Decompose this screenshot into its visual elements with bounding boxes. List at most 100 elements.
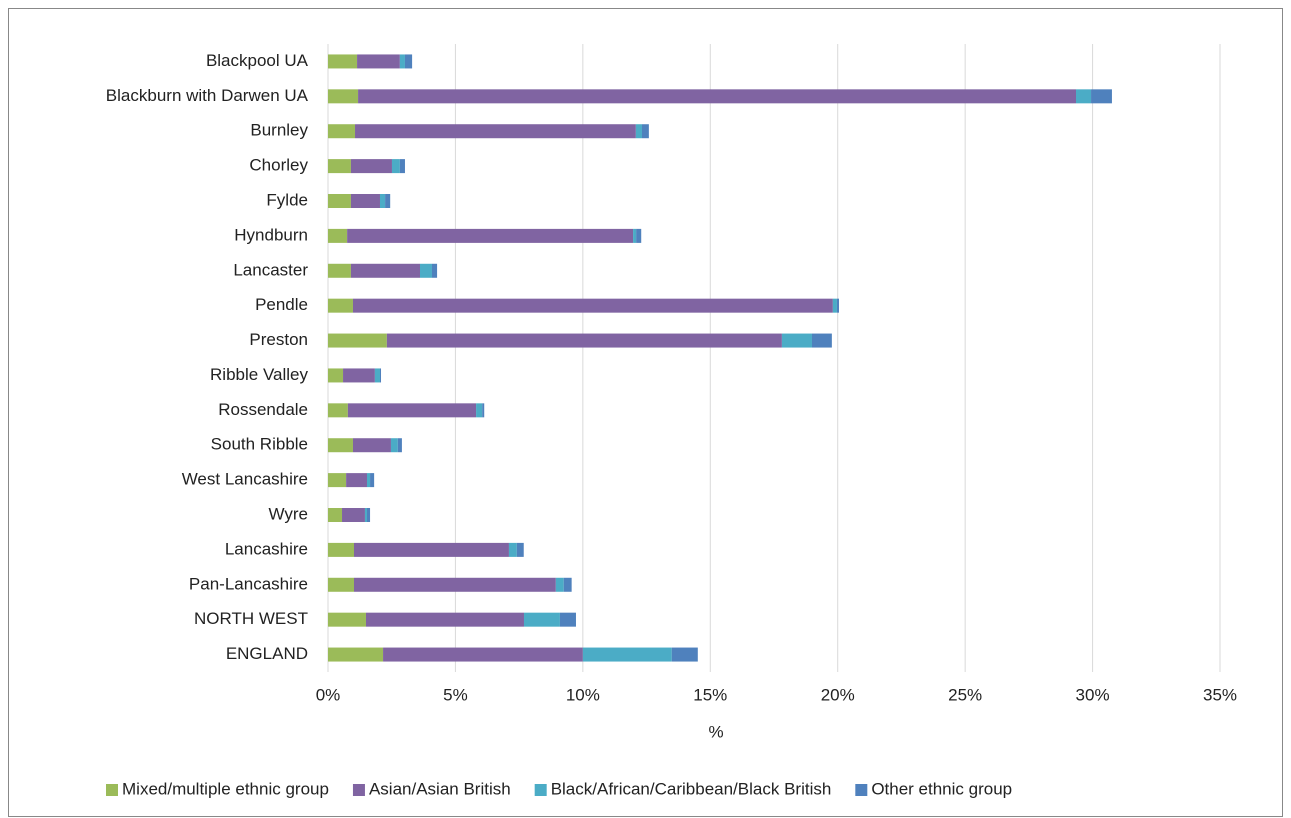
bar-segment (347, 403, 477, 418)
y-tick-label: NORTH WEST (194, 609, 308, 628)
y-tick-label: Pan-Lancashire (189, 574, 308, 593)
bar-segment (374, 368, 380, 383)
bar-segment (516, 542, 524, 557)
bar-segment (328, 333, 387, 348)
bar-segment (328, 647, 384, 662)
y-tick-label: ENGLAND (226, 644, 308, 663)
bar-segment (355, 124, 636, 139)
bar-segment (391, 159, 400, 174)
x-tick-label: 20% (821, 685, 855, 704)
bar-segment (358, 89, 1077, 104)
bar-segment (508, 542, 517, 557)
x-tick-label: 35% (1203, 685, 1237, 704)
bar-segment (482, 403, 485, 418)
x-tick-label: 5% (443, 685, 468, 704)
bar-segment (353, 542, 509, 557)
bar-segment (352, 438, 391, 453)
bar-segment (399, 159, 405, 174)
bar-segment (328, 194, 351, 208)
bar-segment (366, 508, 371, 522)
y-tick-label: Hyndburn (234, 225, 308, 244)
legend-label: Other ethnic group (871, 779, 1012, 798)
chart-frame (8, 8, 1283, 817)
bar-segment (328, 577, 354, 592)
y-tick-label: Rossendale (218, 400, 308, 419)
bar-segment (370, 473, 375, 488)
bar-segment (811, 333, 832, 348)
bar-segment (328, 124, 356, 139)
y-tick-label: Fylde (266, 190, 308, 209)
bar-segment (555, 577, 564, 592)
bar-segment (379, 194, 386, 208)
bar-segment (431, 263, 438, 278)
legend-swatch (106, 784, 118, 796)
bar-segment (379, 368, 382, 383)
bar-segment (365, 612, 524, 627)
legend-label: Asian/Asian British (369, 779, 511, 798)
bar-segment (353, 577, 556, 592)
y-tick-label: Chorley (249, 156, 308, 175)
bar-segment (350, 194, 380, 208)
bar-segment (781, 333, 812, 348)
legend-label: Mixed/multiple ethnic group (122, 779, 329, 798)
bar-segment (582, 647, 672, 662)
bar-segment (328, 438, 353, 453)
y-tick-label: Pendle (255, 295, 308, 314)
bar-segment (328, 612, 366, 627)
bar-segment (404, 54, 413, 69)
bar-segment (366, 473, 371, 488)
bar-segment (635, 124, 642, 139)
bar-segment (476, 403, 483, 418)
bar-segment (328, 298, 353, 313)
bar-segment (328, 542, 354, 557)
bar-segment (328, 403, 348, 418)
bar-segment (633, 228, 637, 243)
bar-segment (350, 159, 392, 174)
x-tick-label: 25% (948, 685, 982, 704)
bar-segment (328, 263, 351, 278)
bar-segment (1091, 89, 1112, 104)
legend-label: Black/African/Caribbean/Black British (551, 779, 832, 798)
bar-segment (641, 124, 649, 139)
bar-segment (390, 438, 398, 453)
y-tick-label: South Ribble (211, 435, 308, 454)
bar-segment (559, 612, 576, 627)
bar-segment (399, 54, 405, 69)
y-tick-label: Ribble Valley (210, 365, 308, 384)
bar-segment (328, 508, 343, 522)
legend-swatch (534, 784, 547, 796)
bar-segment (836, 298, 839, 313)
bar-segment (385, 194, 391, 208)
y-tick-label: Wyre (268, 504, 308, 523)
y-tick-label: Lancashire (225, 539, 308, 558)
bar-segment (352, 298, 833, 313)
legend-swatch (352, 784, 365, 796)
bar-segment (328, 54, 358, 69)
bar-segment (328, 159, 351, 174)
x-tick-label: 0% (316, 685, 341, 704)
y-tick-label: West Lancashire (182, 470, 308, 489)
bar-segment (347, 228, 634, 243)
bar-segment (328, 89, 359, 104)
bar-segment (383, 647, 583, 662)
x-axis-label: % (708, 722, 723, 741)
y-tick-label: Preston (249, 330, 308, 349)
bar-segment (328, 473, 347, 488)
bar-segment (636, 228, 642, 243)
bar-segment (563, 577, 572, 592)
bar-segment (328, 368, 344, 383)
bar-segment (343, 368, 375, 383)
y-tick-label: Blackburn with Darwen UA (106, 86, 309, 105)
bar-segment (350, 263, 421, 278)
legend-swatch (855, 784, 868, 796)
bar-segment (832, 298, 837, 313)
x-tick-label: 15% (693, 685, 727, 704)
y-tick-label: Blackpool UA (206, 51, 309, 70)
bar-segment (386, 333, 782, 348)
x-tick-label: 30% (1076, 685, 1110, 704)
y-tick-label: Lancaster (233, 260, 308, 279)
bar-segment (420, 263, 432, 278)
bar-segment (346, 473, 367, 488)
bar-segment (342, 508, 365, 522)
